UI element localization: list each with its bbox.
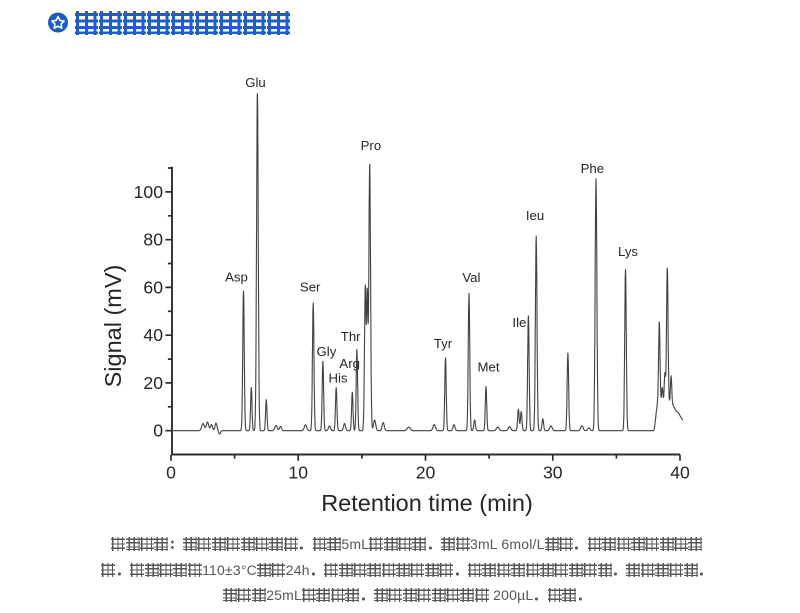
svg-text:Met: Met (478, 360, 500, 375)
svg-text:Retention time (min): Retention time (min) (321, 490, 533, 516)
svg-text:0: 0 (166, 463, 176, 483)
svg-text:0: 0 (153, 421, 163, 441)
svg-text:Phe: Phe (581, 161, 604, 176)
svg-text:Thr: Thr (341, 329, 361, 344)
svg-text:Signal (mV): Signal (mV) (100, 265, 126, 388)
svg-text:Ieu: Ieu (526, 208, 544, 223)
svg-text:Arg: Arg (339, 356, 360, 371)
svg-text:40: 40 (670, 463, 690, 483)
svg-text:80: 80 (143, 230, 163, 250)
svg-text:40: 40 (143, 325, 163, 345)
svg-text:60: 60 (143, 277, 163, 297)
svg-text:Ile: Ile (512, 315, 526, 330)
svg-text:His: His (328, 371, 347, 386)
svg-text:Val: Val (462, 270, 480, 285)
svg-text:Lys: Lys (618, 244, 638, 259)
svg-text:Glu: Glu (245, 75, 266, 90)
svg-text:20: 20 (143, 373, 163, 393)
svg-text:Ser: Ser (300, 280, 321, 295)
svg-text:Tyr: Tyr (434, 336, 453, 351)
svg-text:100: 100 (134, 182, 164, 202)
svg-text:10: 10 (288, 463, 308, 483)
svg-text:20: 20 (416, 463, 436, 483)
svg-text:Gly: Gly (317, 344, 337, 359)
svg-text:30: 30 (543, 463, 563, 483)
svg-text:Asp: Asp (225, 270, 248, 285)
svg-text:Pro: Pro (361, 138, 382, 153)
